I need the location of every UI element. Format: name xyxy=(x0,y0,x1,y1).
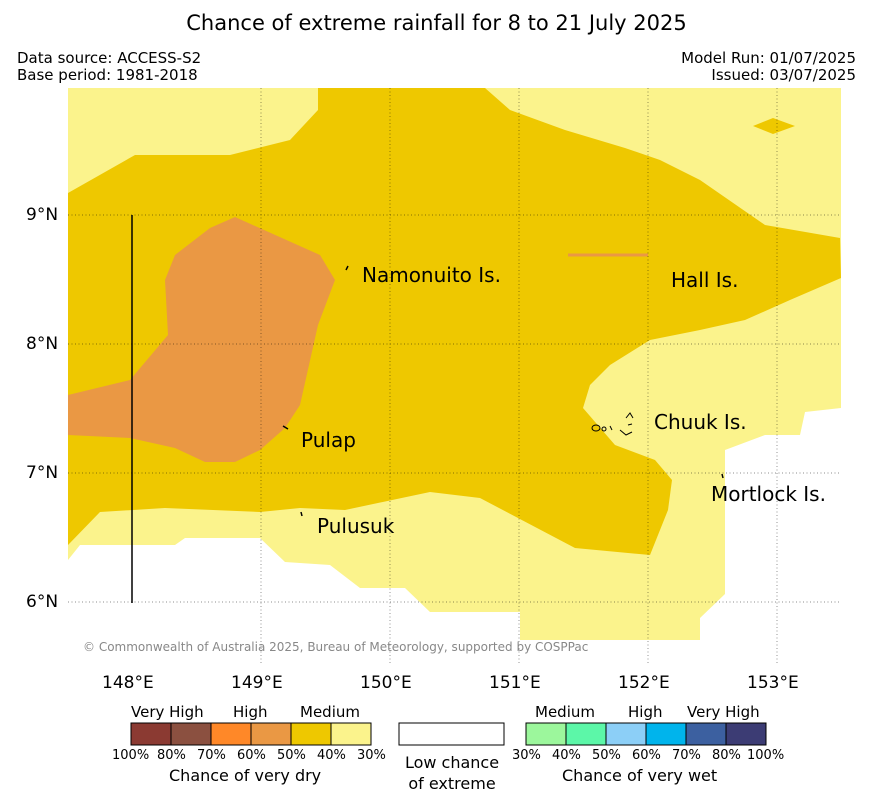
island-namonuito xyxy=(345,265,349,271)
dry-cat-medium: Medium xyxy=(300,703,360,721)
place-pulap: Pulap xyxy=(301,428,356,452)
dry-cat-very-high: Very High xyxy=(131,703,204,721)
wet-swatch-4 xyxy=(685,722,727,746)
place-chuuk: Chuuk Is. xyxy=(654,410,747,434)
lon-label-151: 151°E xyxy=(489,673,541,693)
dry-pct-70: 70% xyxy=(197,748,226,763)
place-mortlock: Mortlock Is. xyxy=(711,482,826,506)
dry-pct-60: 60% xyxy=(237,748,266,763)
lat-label-9: 9°N xyxy=(26,205,59,225)
dry-cat-high: High xyxy=(233,703,268,721)
low-chance-line2: of extreme xyxy=(408,774,496,793)
header-right: Model Run: 01/07/2025 Issued: 03/07/2025 xyxy=(681,50,856,84)
dry-swatch-2 xyxy=(210,722,252,746)
wet-cat-very-high: Very High xyxy=(687,703,760,721)
wet-pct-100: 100% xyxy=(747,748,785,763)
island-pulap xyxy=(282,425,289,430)
lat-label-8: 8°N xyxy=(26,334,59,354)
dry-pct-40: 40% xyxy=(317,748,346,763)
lat-label-7: 7°N xyxy=(26,463,59,483)
wet-pct-60: 60% xyxy=(632,748,661,763)
lat-label-6: 6°N xyxy=(26,592,59,612)
dry-swatch-0 xyxy=(130,722,172,746)
place-namonuito: Namonuito Is. xyxy=(362,263,501,287)
dry-title: Chance of very dry xyxy=(169,766,322,785)
area-diamond xyxy=(753,118,795,134)
wet-swatch-5 xyxy=(725,722,767,746)
low-chance-line1: Low chance xyxy=(404,753,500,772)
wet-swatch-1 xyxy=(565,722,607,746)
dry-pct-50: 50% xyxy=(277,748,306,763)
dry-swatch-5 xyxy=(330,722,372,746)
wet-cat-medium: Medium xyxy=(535,703,595,721)
legend-low-box xyxy=(398,722,505,746)
island-mortlock xyxy=(721,473,724,479)
low-chance-label: Low chance of extreme xyxy=(398,752,506,794)
dry-pct-30: 30% xyxy=(357,748,386,763)
place-pulusuk: Pulusuk xyxy=(317,514,395,538)
dry-pct-80: 80% xyxy=(157,748,186,763)
issued-date: Issued: 03/07/2025 xyxy=(711,66,856,84)
wet-title: Chance of very wet xyxy=(562,766,718,785)
lon-label-148: 148°E xyxy=(102,673,154,693)
copyright: © Commonwealth of Australia 2025, Bureau… xyxy=(83,640,589,654)
wet-pct-80: 80% xyxy=(712,748,741,763)
chart-title: Chance of extreme rainfall for 8 to 21 J… xyxy=(186,11,687,35)
area-high-dry-50 xyxy=(68,217,335,462)
wet-pct-40: 40% xyxy=(552,748,581,763)
dry-swatch-3 xyxy=(250,722,292,746)
wet-swatch-3 xyxy=(645,722,687,746)
lon-label-150: 150°E xyxy=(360,673,412,693)
wet-swatch-0 xyxy=(525,722,567,746)
model-run: Model Run: 01/07/2025 xyxy=(681,49,856,67)
island-chuuk xyxy=(591,412,634,436)
dry-swatch-1 xyxy=(170,722,212,746)
legend-wet-bar xyxy=(525,722,767,746)
area-low-chance-south xyxy=(68,408,841,665)
wet-pct-50: 50% xyxy=(592,748,621,763)
legend-dry-bar xyxy=(130,722,372,746)
island-pulusuk xyxy=(300,511,303,517)
lon-label-149: 149°E xyxy=(231,673,283,693)
wet-swatch-2 xyxy=(605,722,647,746)
base-period: Base period: 1981-2018 xyxy=(17,66,198,84)
place-hall: Hall Is. xyxy=(671,268,739,292)
wet-pct-30: 30% xyxy=(512,748,541,763)
wet-cat-high: High xyxy=(628,703,663,721)
data-source: Data source: ACCESS-S2 xyxy=(17,49,202,67)
dry-pct-100: 100% xyxy=(112,748,150,763)
header-left: Data source: ACCESS-S2 Base period: 1981… xyxy=(17,50,201,84)
wet-pct-70: 70% xyxy=(672,748,701,763)
lon-label-153: 153°E xyxy=(747,673,799,693)
grid xyxy=(68,88,841,665)
dry-swatch-4 xyxy=(290,722,332,746)
lon-label-152: 152°E xyxy=(618,673,670,693)
